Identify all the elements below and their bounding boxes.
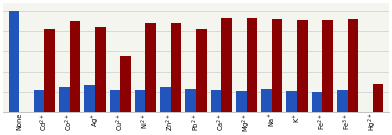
Bar — [95, 27, 105, 112]
Bar — [84, 85, 95, 112]
Bar — [135, 90, 145, 112]
Bar — [236, 91, 247, 112]
Bar — [297, 20, 308, 112]
Bar — [272, 19, 282, 112]
Bar — [171, 23, 181, 112]
Bar — [44, 29, 55, 112]
Bar — [322, 20, 333, 112]
Bar — [337, 90, 348, 112]
Bar — [9, 11, 19, 112]
Bar — [312, 92, 322, 112]
Bar — [145, 23, 156, 112]
Bar — [120, 56, 131, 112]
Bar — [373, 84, 383, 112]
Bar — [59, 87, 70, 112]
Bar — [221, 18, 232, 112]
Y-axis label: Normalized Fluorescence
 intensity: Normalized Fluorescence intensity — [0, 7, 10, 108]
Bar — [185, 89, 196, 112]
Bar — [196, 29, 207, 112]
Bar — [348, 19, 358, 112]
Bar — [287, 91, 297, 112]
Bar — [211, 90, 221, 112]
Bar — [70, 21, 80, 112]
Bar — [247, 18, 257, 112]
Bar — [261, 89, 272, 112]
Bar — [110, 90, 120, 112]
Bar — [160, 87, 171, 112]
Bar — [34, 90, 44, 112]
